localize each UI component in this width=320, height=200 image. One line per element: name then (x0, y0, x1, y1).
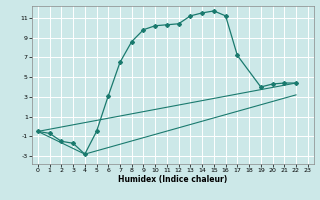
X-axis label: Humidex (Indice chaleur): Humidex (Indice chaleur) (118, 175, 228, 184)
